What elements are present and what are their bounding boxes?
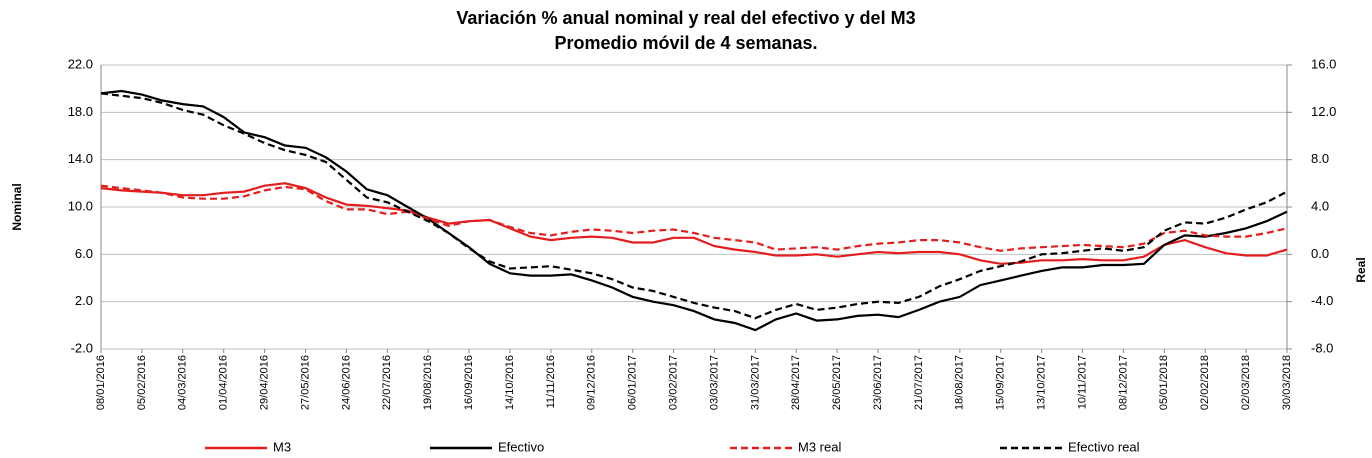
x-tick-label: 11/11/2016 <box>545 355 557 408</box>
x-tick-label: 13/10/2017 <box>1036 355 1048 410</box>
x-tick-label: 09/12/2016 <box>586 355 598 410</box>
x-tick-label: 15/09/2017 <box>995 355 1007 410</box>
x-tick-label: 16/09/2016 <box>463 355 475 410</box>
x-tick-label: 05/02/2016 <box>136 355 148 410</box>
series-line <box>100 89 1288 332</box>
x-tick-label: 24/06/2016 <box>340 355 352 410</box>
x-tick-label: 01/04/2016 <box>218 355 230 410</box>
chart-title: Variación % anual nominal y real del efe… <box>456 8 915 28</box>
y2-tick-label: 16.0 <box>1311 56 1336 71</box>
x-tick-label: 26/05/2017 <box>831 355 843 410</box>
legend-label: Efectivo <box>498 439 544 454</box>
x-tick-label: 27/05/2016 <box>299 355 311 410</box>
series-line <box>100 182 1288 265</box>
x-tick-label: 30/03/2018 <box>1281 355 1293 410</box>
x-tick-label: 02/03/2018 <box>1240 355 1252 410</box>
series-line <box>100 184 1288 252</box>
x-tick-label: 06/01/2017 <box>627 355 639 410</box>
legend-label: Efectivo real <box>1068 439 1140 454</box>
x-tick-label: 28/04/2017 <box>790 355 802 410</box>
series-line <box>100 92 1288 320</box>
y2-tick-label: -8.0 <box>1311 340 1333 355</box>
y-tick-label: 18.0 <box>68 104 93 119</box>
x-tick-label: 10/11/2017 <box>1076 355 1088 409</box>
y-tick-label: 14.0 <box>68 151 93 166</box>
x-tick-label: 08/12/2017 <box>1117 355 1129 410</box>
x-tick-label: 23/06/2017 <box>872 355 884 410</box>
chart-subtitle: Promedio móvil de 4 semanas. <box>554 33 817 53</box>
legend-label: M3 real <box>798 439 841 454</box>
x-tick-label: 02/02/2018 <box>1199 355 1211 410</box>
x-tick-label: 14/10/2016 <box>504 355 516 410</box>
x-tick-label: 03/02/2017 <box>667 355 679 410</box>
x-tick-label: 18/08/2017 <box>954 355 966 410</box>
x-tick-label: 04/03/2016 <box>177 355 189 410</box>
y-tick-label: 10.0 <box>68 198 93 213</box>
y2-tick-label: 0.0 <box>1311 246 1329 261</box>
x-tick-label: 21/07/2017 <box>913 355 925 410</box>
x-tick-label: 22/07/2016 <box>381 355 393 410</box>
y-tick-label: 22.0 <box>68 56 93 71</box>
x-tick-label: 19/08/2016 <box>422 355 434 410</box>
y2-tick-label: 12.0 <box>1311 104 1336 119</box>
x-tick-label: 05/01/2018 <box>1158 355 1170 410</box>
y-tick-label: -2.0 <box>71 340 93 355</box>
x-tick-label: 29/04/2016 <box>258 355 270 410</box>
legend-label: M3 <box>273 439 291 454</box>
x-tick-label: 03/03/2017 <box>708 355 720 410</box>
y-tick-label: 2.0 <box>75 293 93 308</box>
y2-tick-label: 8.0 <box>1311 151 1329 166</box>
y-axis-label: Nominal <box>10 183 24 230</box>
y-tick-label: 6.0 <box>75 246 93 261</box>
y2-tick-label: 4.0 <box>1311 198 1329 213</box>
y2-tick-label: -4.0 <box>1311 293 1333 308</box>
x-tick-label: 31/03/2017 <box>749 355 761 410</box>
x-tick-label: 08/01/2016 <box>95 355 107 410</box>
y2-axis-label: Real <box>1354 257 1368 282</box>
